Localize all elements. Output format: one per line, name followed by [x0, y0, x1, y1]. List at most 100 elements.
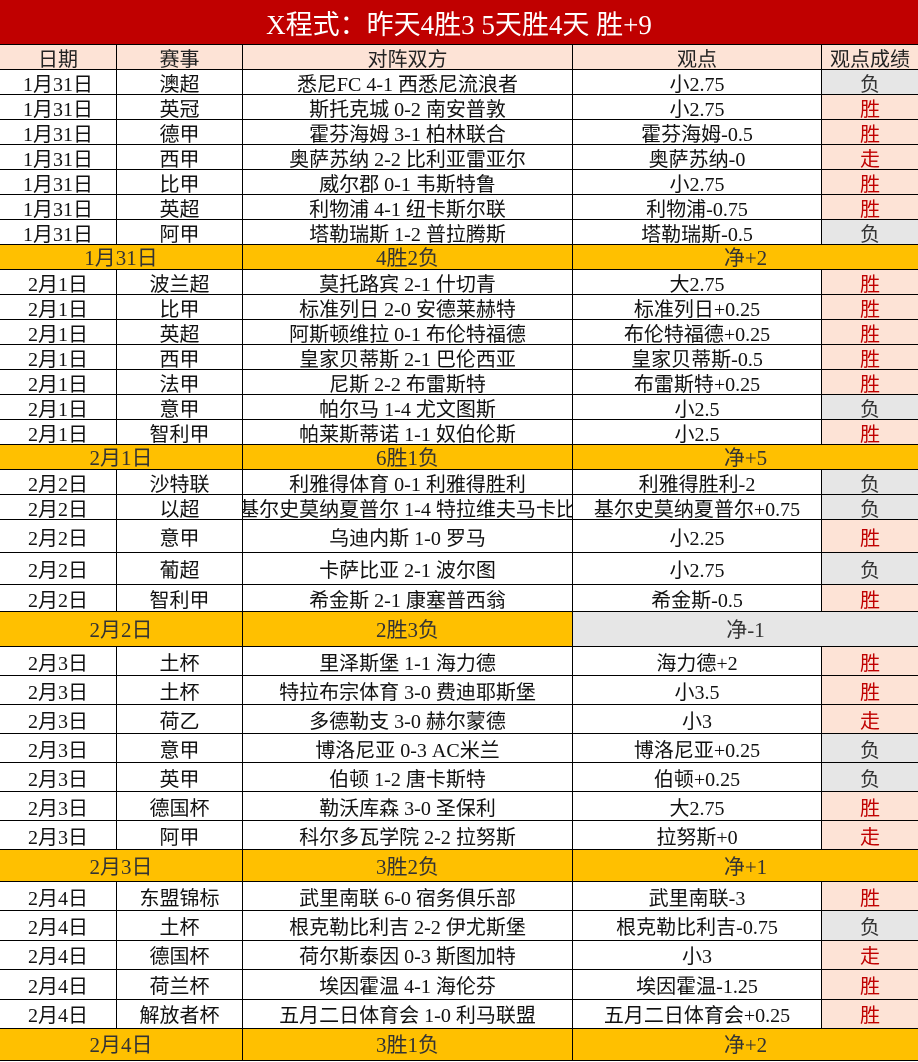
result-cell: 胜 [822, 970, 918, 999]
result-cell: 负 [822, 395, 918, 419]
match-cell: 埃因霍温 4-1 海伦芬 [243, 970, 573, 999]
league-cell: 东盟锦标 [117, 882, 243, 911]
table-row: 1月31日 比甲 威尔郡 0-1 韦斯特鲁 小2.75 胜 [0, 170, 918, 195]
match-cell: 博洛尼亚 0-3 AC米兰 [243, 734, 573, 762]
summary-date: 2月2日 [0, 612, 243, 646]
match-cell: 特拉布宗体育 3-0 费迪耶斯堡 [243, 676, 573, 704]
result-cell: 胜 [822, 792, 918, 820]
date-cell: 2月2日 [0, 520, 117, 552]
league-cell: 阿甲 [117, 821, 243, 849]
table-row: 2月4日 荷兰杯 埃因霍温 4-1 海伦芬 埃因霍温-1.25 胜 [0, 970, 918, 1000]
result-cell: 胜 [822, 195, 918, 219]
summary-date: 1月31日 [0, 245, 243, 269]
league-cell: 德国杯 [117, 940, 243, 970]
league-cell: 意甲 [117, 395, 243, 419]
summary-record: 3胜2负 [243, 850, 573, 881]
result-cell: 胜 [822, 95, 918, 119]
result-cell: 走 [822, 705, 918, 733]
table-row: 2月1日 意甲 帕尔马 1-4 尤文图斯 小2.5 负 [0, 395, 918, 420]
match-cell: 根克勒比利吉 2-2 伊尤斯堡 [243, 911, 573, 940]
date-cell: 2月3日 [0, 734, 117, 762]
table-row: 2月2日 以超 基尔史莫纳夏普尔 1-4 特拉维夫马卡比 基尔史莫纳夏普尔+0.75 负 [0, 495, 918, 520]
league-cell: 西甲 [117, 145, 243, 169]
pick-cell: 奥萨苏纳-0 [573, 145, 822, 169]
pick-cell: 霍芬海姆-0.5 [573, 120, 822, 144]
match-cell: 莫托路宾 2-1 什切青 [243, 270, 573, 294]
pick-cell: 武里南联-3 [573, 882, 822, 911]
league-cell: 比甲 [117, 295, 243, 319]
header-pick: 观点 [573, 45, 822, 69]
table-row: 2月2日 沙特联 利雅得体育 0-1 利雅得胜利 利雅得胜利-2 负 [0, 470, 918, 495]
date-cell: 2月3日 [0, 705, 117, 733]
date-cell: 2月1日 [0, 345, 117, 369]
date-cell: 2月2日 [0, 553, 117, 584]
summary-row: 2月4日 3胜1负 净+2 [0, 1028, 918, 1061]
pick-cell: 小2.5 [573, 395, 822, 419]
table-row: 1月31日 英冠 斯托克城 0-2 南安普敦 小2.75 胜 [0, 95, 918, 120]
pick-cell: 塔勒瑞斯-0.5 [573, 220, 822, 244]
league-cell: 土杯 [117, 676, 243, 704]
match-cell: 斯托克城 0-2 南安普敦 [243, 95, 573, 119]
pick-cell: 小3.5 [573, 676, 822, 704]
match-cell: 利物浦 4-1 纽卡斯尔联 [243, 195, 573, 219]
league-cell: 波兰超 [117, 270, 243, 294]
league-cell: 土杯 [117, 911, 243, 940]
table-row: 1月31日 西甲 奥萨苏纳 2-2 比利亚雷亚尔 奥萨苏纳-0 走 [0, 145, 918, 170]
summary-row: 2月1日 6胜1负 净+5 [0, 445, 918, 470]
league-cell: 德甲 [117, 120, 243, 144]
result-cell: 胜 [822, 882, 918, 911]
table-row: 1月31日 澳超 悉尼FC 4-1 西悉尼流浪者 小2.75 负 [0, 70, 918, 95]
table-row: 1月31日 英超 利物浦 4-1 纽卡斯尔联 利物浦-0.75 胜 [0, 195, 918, 220]
league-cell: 以超 [117, 495, 243, 519]
pick-cell: 小2.75 [573, 95, 822, 119]
result-cell: 胜 [822, 295, 918, 319]
league-cell: 德国杯 [117, 792, 243, 820]
league-cell: 解放者杯 [117, 999, 243, 1028]
pick-cell: 小2.25 [573, 520, 822, 552]
table-row: 2月1日 法甲 尼斯 2-2 布雷斯特 布雷斯特+0.25 胜 [0, 370, 918, 395]
result-cell: 胜 [822, 320, 918, 344]
result-cell: 胜 [822, 647, 918, 675]
date-cell: 2月4日 [0, 999, 117, 1028]
pick-cell: 小2.5 [573, 420, 822, 444]
league-cell: 英甲 [117, 763, 243, 791]
result-cell: 负 [822, 495, 918, 519]
date-cell: 2月3日 [0, 763, 117, 791]
match-cell: 武里南联 6-0 宿务俱乐部 [243, 882, 573, 911]
pick-cell: 海力德+2 [573, 647, 822, 675]
result-cell: 走 [822, 145, 918, 169]
result-cell: 胜 [822, 585, 918, 611]
match-cell: 帕莱斯蒂诺 1-1 奴伯伦斯 [243, 420, 573, 444]
league-cell: 葡超 [117, 553, 243, 584]
pick-cell: 大2.75 [573, 270, 822, 294]
table-row: 2月3日 阿甲 科尔多瓦学院 2-2 拉努斯 拉努斯+0 走 [0, 821, 918, 850]
result-cell: 负 [822, 911, 918, 940]
match-cell: 乌迪内斯 1-0 罗马 [243, 520, 573, 552]
date-cell: 1月31日 [0, 95, 117, 119]
pick-cell: 小2.75 [573, 70, 822, 94]
table-row: 2月1日 西甲 皇家贝蒂斯 2-1 巴伦西亚 皇家贝蒂斯-0.5 胜 [0, 345, 918, 370]
date-cell: 2月2日 [0, 585, 117, 611]
date-cell: 2月3日 [0, 647, 117, 675]
date-cell: 1月31日 [0, 70, 117, 94]
match-cell: 塔勒瑞斯 1-2 普拉腾斯 [243, 220, 573, 244]
match-cell: 里泽斯堡 1-1 海力德 [243, 647, 573, 675]
result-cell: 胜 [822, 676, 918, 704]
match-cell: 悉尼FC 4-1 西悉尼流浪者 [243, 70, 573, 94]
summary-record: 4胜2负 [243, 245, 573, 269]
league-cell: 荷乙 [117, 705, 243, 733]
summary-record: 2胜3负 [243, 612, 573, 646]
pick-cell: 小2.75 [573, 553, 822, 584]
summary-record: 3胜1负 [243, 1028, 573, 1060]
pick-cell: 小3 [573, 705, 822, 733]
summary-row: 1月31日 4胜2负 净+2 [0, 245, 918, 270]
table-row: 2月2日 智利甲 希金斯 2-1 康塞普西翁 希金斯-0.5 胜 [0, 585, 918, 612]
table-row: 1月31日 德甲 霍芬海姆 3-1 柏林联合 霍芬海姆-0.5 胜 [0, 120, 918, 145]
match-cell: 卡萨比亚 2-1 波尔图 [243, 553, 573, 584]
table-title: X程式：昨天4胜3 5天胜4天 胜+9 [0, 0, 918, 45]
header-result: 观点成绩 [830, 48, 910, 70]
summary-net: 净+2 [573, 1028, 918, 1060]
table-body: 1月31日 澳超 悉尼FC 4-1 西悉尼流浪者 小2.75 负 1月31日 英冠 斯托克城 … [0, 70, 918, 1061]
summary-date: 2月1日 [0, 445, 243, 469]
